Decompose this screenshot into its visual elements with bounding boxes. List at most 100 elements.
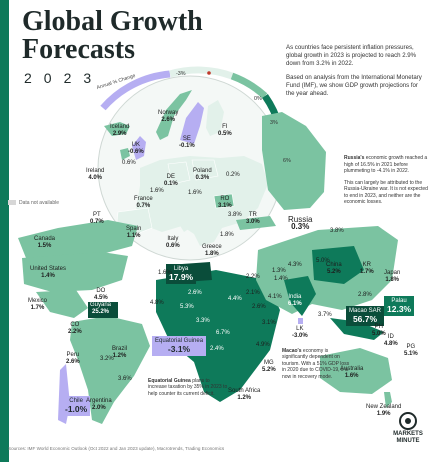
value-label: 3.8% — [228, 212, 242, 218]
label-mg: MG 5.2% — [262, 360, 276, 374]
usa-shape — [22, 252, 128, 292]
value-label: 1.3% — [272, 268, 286, 274]
ireland-shape — [120, 148, 130, 160]
country-value: 0.7% — [136, 203, 151, 209]
callout-macao-lead: Macao's — [282, 348, 302, 354]
callout-eq-guinea-text: plans to increase taxation by 35% in 202… — [148, 378, 228, 397]
country-name: MG — [264, 360, 274, 366]
russia-note-p2: This can largely be attributed to the Ru… — [344, 179, 428, 206]
title-line-1: Global Growth — [22, 6, 203, 37]
country-value: 12.3% — [387, 304, 412, 314]
callout-eq-guinea-lead: Equatorial Guinea — [148, 378, 191, 384]
label-kr: KR 1.7% — [360, 262, 374, 276]
na-legend: Data not available — [8, 200, 59, 206]
italy-shape — [172, 206, 190, 232]
country-value: 5.1% — [404, 351, 418, 357]
value-label: 3.7% — [318, 312, 332, 318]
value-label: 3.2% — [100, 356, 114, 362]
callout-eq-guinea: Equatorial Guinea plans to increase taxa… — [148, 378, 228, 397]
brand-logo: MARKETS MINUTE — [388, 412, 428, 445]
label-pt: PT 0.7% — [90, 212, 104, 226]
label-argentina: Argentina 2.0% — [86, 398, 112, 412]
country-name: France — [134, 196, 153, 202]
value-label: 1.6% — [188, 190, 202, 196]
romania-shape — [213, 193, 235, 209]
country-value: 1.7% — [360, 269, 374, 275]
value-label: 2.6% — [252, 304, 266, 310]
country-name: Argentina — [86, 398, 112, 404]
country-value: 17.9% — [169, 272, 194, 282]
country-value: 6.1% — [288, 301, 302, 307]
label-spain: Spain 1.1% — [126, 226, 141, 240]
label-russia: Russia 0.3% — [288, 215, 313, 231]
label-france: France 0.7% — [134, 196, 153, 210]
legend-arc-negative — [100, 70, 171, 111]
value-label: 3.3% — [196, 318, 210, 324]
country-name: Chile — [69, 398, 83, 404]
value-label: 2.8% — [358, 292, 372, 298]
norway-shape — [156, 90, 192, 140]
value-label: 4.1% — [268, 294, 282, 300]
country-name: Iceland — [110, 124, 130, 130]
country-value: 3.1% — [218, 203, 232, 209]
country-name: South Africa — [228, 388, 261, 394]
country-name: Ireland — [86, 168, 105, 174]
sources-footnote: Sources: IMF World Economic Outlook (Oct… — [8, 446, 225, 451]
legend-arc-mid — [230, 72, 268, 99]
country-name: DO — [96, 288, 106, 294]
country-name: India — [288, 294, 302, 300]
value-label: 0.2% — [226, 172, 240, 178]
label-greece: Greece 1.8% — [202, 244, 222, 258]
label-poland: Poland 0.3% — [193, 168, 212, 182]
legend-marker — [207, 71, 211, 75]
guyana-shape — [88, 302, 118, 318]
country-value: 25.2% — [92, 309, 110, 315]
russia-note: Russia's economic growth reached a high … — [344, 155, 428, 211]
label-italy: Italy 0.6% — [166, 236, 180, 250]
country-name: Peru — [66, 352, 80, 358]
country-value: 0.5% — [218, 131, 232, 137]
label-ph: PH 5.0% — [372, 324, 386, 338]
country-name: Libya — [173, 266, 189, 272]
logo-line-1: MARKETS — [393, 431, 423, 437]
badge-palau: Palau 12.3% — [384, 296, 415, 316]
country-value: 0.7% — [90, 219, 104, 225]
label-id: ID 4.8% — [384, 334, 398, 348]
intro-paragraph-1: As countries face persistent inflation p… — [286, 44, 417, 67]
logo-icon — [399, 412, 417, 430]
new-zealand-shape — [384, 392, 392, 408]
country-value: -1.0% — [65, 404, 88, 414]
finland-shape — [206, 100, 224, 136]
value-label: 2.4% — [210, 346, 224, 352]
russia-note-lead: Russia's — [344, 155, 365, 161]
value-label: 2.6% — [188, 290, 202, 296]
label-new-zealand: New Zealand 1.9% — [366, 404, 401, 418]
country-name: Mexico — [28, 298, 48, 304]
country-name: Russia — [288, 215, 313, 224]
value-label: 3.6% — [118, 376, 132, 382]
legend-tick-3: 3% — [270, 120, 278, 126]
value-label: 0.6% — [122, 160, 136, 166]
value-label: 4.4% — [228, 296, 242, 302]
country-value: 2.9% — [112, 131, 127, 137]
canada-shape — [18, 220, 138, 260]
badge-libya: Libya 17.9% — [166, 264, 197, 284]
china-shape — [312, 246, 364, 284]
africa-shape — [156, 270, 280, 402]
country-value: -0.1% — [179, 143, 195, 149]
country-name: Equatorial Guinea — [155, 338, 204, 344]
label-uk: UK -0.6% — [128, 142, 144, 156]
label-usa: United States 1.4% — [30, 266, 66, 280]
country-value: 3.0% — [246, 219, 260, 225]
value-label: 1.8% — [220, 232, 234, 238]
label-china: China 5.2% — [326, 262, 342, 276]
value-label: 3.8% — [330, 228, 344, 234]
country-value: 0.1% — [164, 181, 178, 187]
country-name: LK — [296, 326, 304, 332]
country-name: Guyana — [90, 302, 112, 308]
germany-shape — [167, 161, 191, 185]
country-value: 2.6% — [161, 117, 176, 123]
value-label: 3.1% — [262, 320, 276, 326]
value-label: 1.6% — [158, 270, 172, 276]
